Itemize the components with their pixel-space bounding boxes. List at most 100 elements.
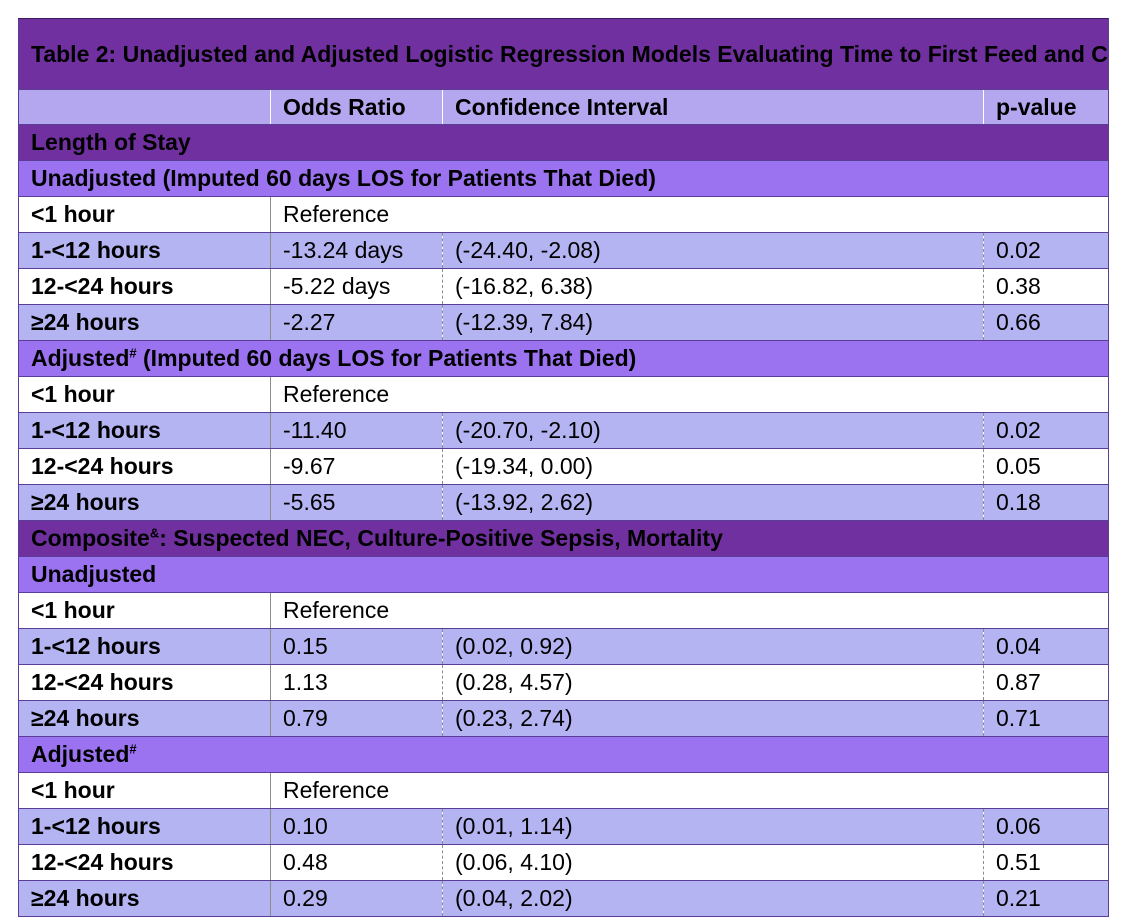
- table-row: 12-<24 hours 0.48 (0.06, 4.10) 0.51: [18, 844, 1110, 881]
- p-value-cell: 0.18: [983, 484, 1110, 521]
- p-value-cell: 0.66: [983, 304, 1110, 341]
- section-title-footnote: &: [149, 525, 160, 541]
- time-to-feed-cell: 1-<12 hours: [18, 412, 271, 449]
- table-row: 1-<12 hours -13.24 days (-24.40, -2.08) 0.0…: [18, 232, 1110, 269]
- time-to-feed-cell: <1 hour: [18, 772, 271, 809]
- table-row: 12-<24 hours -5.22 days (-16.82, 6.38) 0.38: [18, 268, 1110, 305]
- p-value-cell: 0.51: [983, 844, 1110, 881]
- subgroup-header-row: Unadjusted: [17, 556, 1110, 593]
- table-row-reference: <1 hour Reference: [18, 592, 1110, 629]
- column-header-row: Odds Ratio Confidence Interval p-value: [18, 89, 1110, 125]
- time-to-feed-cell: 1-<12 hours: [18, 628, 271, 665]
- subgroup-title: Unadjusted: [17, 556, 1110, 593]
- reference-cell: Reference: [270, 196, 1110, 233]
- confidence-interval-cell: (0.02, 0.92): [442, 628, 984, 665]
- time-to-feed-cell: 12-<24 hours: [18, 268, 271, 305]
- subgroup-title-footnote: #: [129, 345, 137, 361]
- confidence-interval-cell: (-16.82, 6.38): [442, 268, 984, 305]
- header-confidence-interval: Confidence Interval: [442, 89, 984, 125]
- p-value-cell: 0.05: [983, 448, 1110, 485]
- confidence-interval-cell: (-13.92, 2.62): [442, 484, 984, 521]
- time-to-feed-cell: ≥24 hours: [18, 484, 271, 521]
- time-to-feed-cell: ≥24 hours: [18, 700, 271, 737]
- table-row-reference: <1 hour Reference: [18, 772, 1110, 809]
- header-p-value: p-value: [983, 89, 1110, 125]
- section-title-text: Composite: [31, 525, 150, 551]
- estimate-cell: -5.65: [270, 484, 443, 521]
- subgroup-header-row: Adjusted# (Imputed 60 days LOS for Patie…: [17, 340, 1110, 377]
- table-body: Table 2: Unadjusted and Adjusted Logisti…: [17, 18, 1110, 917]
- table-row: 1-<12 hours 0.10 (0.01, 1.14) 0.06: [18, 808, 1110, 845]
- section-title-rest: : Suspected NEC, Culture-Positive Sepsis…: [159, 525, 723, 551]
- estimate-cell: -9.67: [270, 448, 443, 485]
- p-value-cell: 0.21: [983, 880, 1110, 917]
- reference-cell: Reference: [270, 592, 1110, 629]
- p-value-cell: 0.02: [983, 412, 1110, 449]
- confidence-interval-cell: (0.28, 4.57): [442, 664, 984, 701]
- subgroup-header-row: Unadjusted (Imputed 60 days LOS for Pati…: [17, 160, 1110, 197]
- subgroup-title-rest: (Imputed 60 days LOS for Patients That D…: [136, 345, 637, 371]
- confidence-interval-cell: (0.23, 2.74): [442, 700, 984, 737]
- section-title-text: Length of Stay: [31, 129, 191, 155]
- confidence-interval-cell: (0.01, 1.14): [442, 808, 984, 845]
- p-value-cell: 0.04: [983, 628, 1110, 665]
- confidence-interval-cell: (-24.40, -2.08): [442, 232, 984, 269]
- subgroup-title: Adjusted# (Imputed 60 days LOS for Patie…: [17, 340, 1110, 377]
- subgroup-title-text: Adjusted: [31, 741, 130, 767]
- subgroup-title: Unadjusted (Imputed 60 days LOS for Pati…: [17, 160, 1110, 197]
- reference-cell: Reference: [270, 376, 1110, 413]
- subgroup-title-text: Unadjusted (Imputed 60 days LOS for Pati…: [31, 165, 656, 191]
- time-to-feed-cell: 12-<24 hours: [18, 844, 271, 881]
- time-to-feed-cell: <1 hour: [18, 592, 271, 629]
- estimate-cell: -5.22 days: [270, 268, 443, 305]
- estimate-cell: 0.15: [270, 628, 443, 665]
- header-odds-ratio: Odds Ratio: [270, 89, 443, 125]
- table-row: 1-<12 hours 0.15 (0.02, 0.92) 0.04: [18, 628, 1110, 665]
- time-to-feed-cell: 12-<24 hours: [18, 448, 271, 485]
- table-row-reference: <1 hour Reference: [18, 376, 1110, 413]
- time-to-feed-cell: <1 hour: [18, 376, 271, 413]
- table-row: 1-<12 hours -11.40 (-20.70, -2.10) 0.02: [18, 412, 1110, 449]
- subgroup-title-text: Adjusted: [31, 345, 130, 371]
- table-row: ≥24 hours 0.79 (0.23, 2.74) 0.71: [18, 700, 1110, 737]
- p-value-cell: 0.38: [983, 268, 1110, 305]
- p-value-cell: 0.06: [983, 808, 1110, 845]
- p-value-cell: 0.02: [983, 232, 1110, 269]
- estimate-cell: -11.40: [270, 412, 443, 449]
- estimate-cell: 1.13: [270, 664, 443, 701]
- p-value-cell: 0.71: [983, 700, 1110, 737]
- table-title: Table 2: Unadjusted and Adjusted Logisti…: [17, 18, 1110, 90]
- time-to-feed-cell: 1-<12 hours: [18, 808, 271, 845]
- estimate-cell: 0.10: [270, 808, 443, 845]
- header-empty: [18, 89, 271, 125]
- table-row-reference: <1 hour Reference: [18, 196, 1110, 233]
- time-to-feed-cell: <1 hour: [18, 196, 271, 233]
- subgroup-title-text: Unadjusted: [31, 561, 157, 587]
- confidence-interval-cell: (-20.70, -2.10): [442, 412, 984, 449]
- estimate-cell: -2.27: [270, 304, 443, 341]
- estimate-cell: 0.29: [270, 880, 443, 917]
- time-to-feed-cell: ≥24 hours: [18, 880, 271, 917]
- regression-table: Table 2: Unadjusted and Adjusted Logisti…: [17, 18, 1110, 917]
- confidence-interval-cell: (-12.39, 7.84): [442, 304, 984, 341]
- time-to-feed-cell: 12-<24 hours: [18, 664, 271, 701]
- section-header-row: Length of Stay: [17, 124, 1110, 161]
- p-value-cell: 0.87: [983, 664, 1110, 701]
- confidence-interval-cell: (0.04, 2.02): [442, 880, 984, 917]
- estimate-cell: -13.24 days: [270, 232, 443, 269]
- time-to-feed-cell: ≥24 hours: [18, 304, 271, 341]
- section-title: Composite&: Suspected NEC, Culture-Posit…: [17, 520, 1110, 557]
- table-row: ≥24 hours -2.27 (-12.39, 7.84) 0.66: [18, 304, 1110, 341]
- confidence-interval-cell: (-19.34, 0.00): [442, 448, 984, 485]
- section-title: Length of Stay: [17, 124, 1110, 161]
- table-row: ≥24 hours -5.65 (-13.92, 2.62) 0.18: [18, 484, 1110, 521]
- confidence-interval-cell: (0.06, 4.10): [442, 844, 984, 881]
- subgroup-title: Adjusted#: [17, 736, 1110, 773]
- section-header-row: Composite&: Suspected NEC, Culture-Posit…: [17, 520, 1110, 557]
- table-row: 12-<24 hours 1.13 (0.28, 4.57) 0.87: [18, 664, 1110, 701]
- reference-cell: Reference: [270, 772, 1110, 809]
- subgroup-header-row: Adjusted#: [17, 736, 1110, 773]
- estimate-cell: 0.79: [270, 700, 443, 737]
- time-to-feed-cell: 1-<12 hours: [18, 232, 271, 269]
- subgroup-title-footnote: #: [129, 741, 137, 757]
